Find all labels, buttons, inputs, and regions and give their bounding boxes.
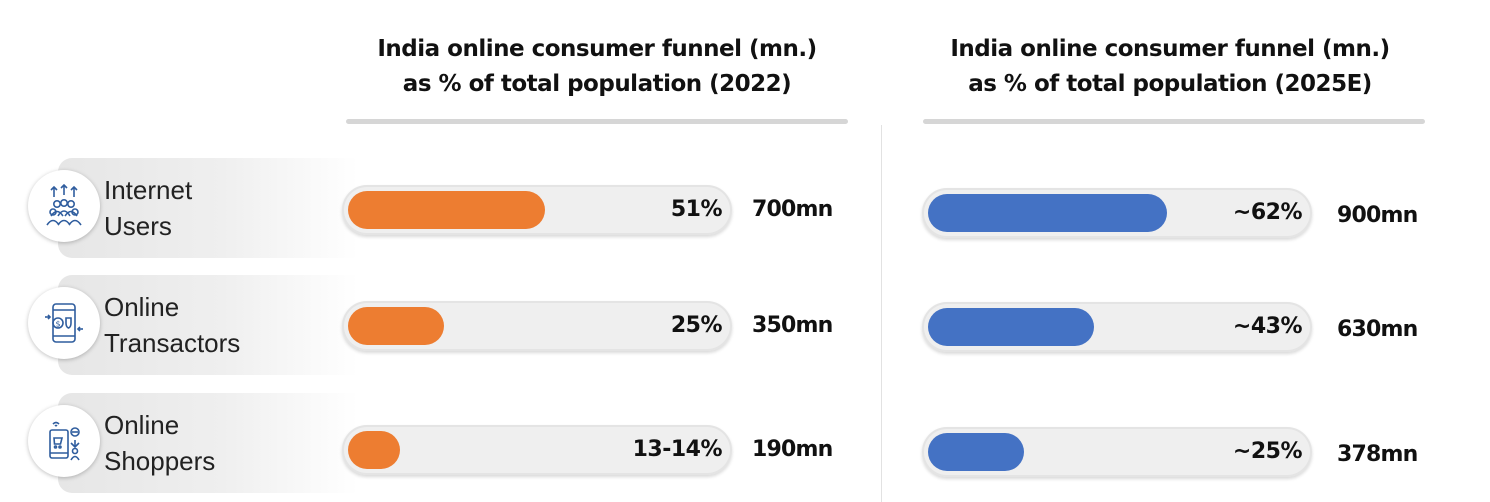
- bar-absolute-label: 190mn: [752, 437, 833, 462]
- bar-track-online-shoppers: 13-14%: [342, 425, 732, 475]
- category-label: Online Transactors: [104, 289, 240, 361]
- category-label-line: Shoppers: [104, 446, 216, 476]
- category-label: Online Shoppers: [104, 407, 215, 479]
- bar-absolute-label: 350mn: [752, 313, 833, 338]
- chart-title-line: India online consumer funnel (mn.): [377, 36, 817, 62]
- bar-fill-online-transactors: [348, 307, 444, 345]
- people-growth-icon: [28, 170, 100, 242]
- chart-title-2025: India online consumer funnel (mn.) as % …: [910, 32, 1430, 102]
- bar-absolute-label: 900mn: [1337, 203, 1418, 228]
- category-background: [58, 158, 358, 258]
- bar-fill-internet-users: [348, 191, 545, 229]
- bar-absolute-label: 700mn: [752, 197, 833, 222]
- category-background: [58, 275, 358, 375]
- bar-value-label: ~62%: [1232, 200, 1303, 225]
- bar-fill-online-transactors: [928, 308, 1094, 346]
- bar-track-internet-users: ~62%: [922, 188, 1312, 238]
- chart-title-line: as % of total population (2022): [402, 71, 792, 97]
- category-label: Internet Users: [104, 172, 192, 244]
- bar-value-label: 13-14%: [632, 437, 723, 462]
- bar-fill-online-shoppers: [348, 431, 400, 469]
- bar-fill-online-shoppers: [928, 433, 1024, 471]
- bar-value-label: 51%: [670, 197, 723, 222]
- chart-title-2022: India online consumer funnel (mn.) as % …: [337, 32, 857, 102]
- bar-value-label: 25%: [670, 313, 723, 338]
- bar-track-online-shoppers: ~25%: [922, 427, 1312, 477]
- bar-absolute-label: 378mn: [1337, 442, 1418, 467]
- chart-title-line: as % of total population (2025E): [968, 71, 1372, 97]
- bar-fill-internet-users: [928, 194, 1167, 232]
- bar-absolute-label: 630mn: [1337, 317, 1418, 342]
- title-underline: [923, 119, 1425, 124]
- online-shopping-icon: [28, 405, 100, 477]
- svg-text:$: $: [56, 320, 61, 329]
- category-label-line: Users: [104, 211, 172, 241]
- category-label-line: Transactors: [104, 328, 241, 358]
- bar-track-internet-users: 51%: [342, 185, 732, 235]
- category-label-line: Online: [104, 410, 180, 440]
- panel-divider: [881, 125, 882, 502]
- category-label-line: Online: [104, 292, 180, 322]
- bar-value-label: ~25%: [1232, 439, 1303, 464]
- bar-track-online-transactors: ~43%: [922, 302, 1312, 352]
- title-underline: [346, 119, 848, 124]
- mobile-payment-icon: $: [28, 287, 100, 359]
- bar-track-online-transactors: 25%: [342, 301, 732, 351]
- category-label-line: Internet: [104, 175, 193, 205]
- bar-value-label: ~43%: [1232, 314, 1303, 339]
- chart-title-line: India online consumer funnel (mn.): [950, 36, 1390, 62]
- category-background: [58, 393, 358, 493]
